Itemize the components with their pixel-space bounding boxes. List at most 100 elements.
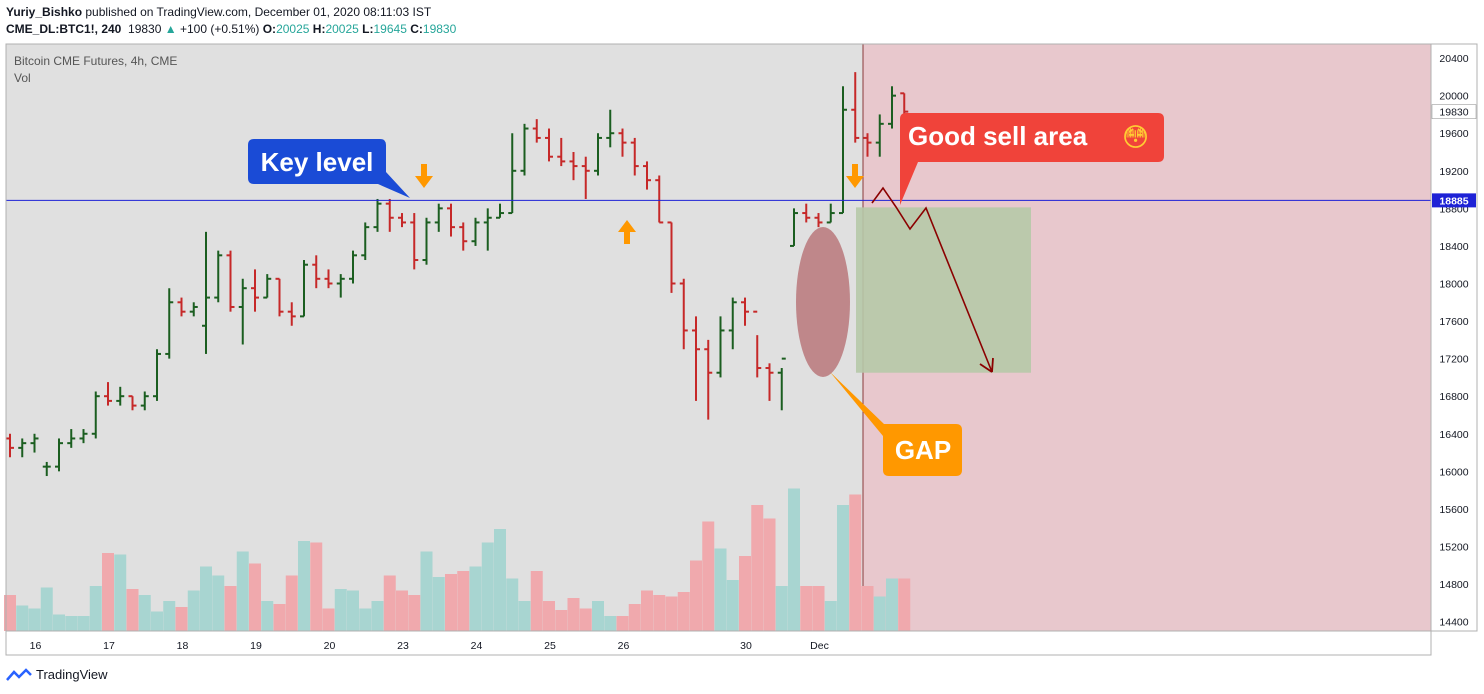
- high-label: H:: [312, 22, 326, 36]
- footer-brand-text: TradingView: [36, 667, 108, 682]
- gap-ellipse[interactable]: [796, 227, 850, 377]
- time-axis-ticks: 16 17 18 19 20 23 24 25 26 30 Dec: [30, 640, 829, 652]
- ohlc-bar: [704, 339, 713, 420]
- tradingview-logo-icon: [6, 667, 32, 681]
- volume-bar: [102, 553, 114, 631]
- ohlc-bar: [398, 213, 406, 228]
- volume-legend: Vol: [14, 71, 31, 85]
- ohlc-bar: [251, 269, 259, 312]
- ohlc-bar: [655, 175, 664, 224]
- ohlc-bar: [679, 278, 688, 350]
- volume-bar: [249, 563, 261, 631]
- current-price-tag: [1431, 104, 1477, 119]
- flushed-face-icon: 😳: [1122, 123, 1149, 153]
- author-name[interactable]: Yuriy_Bishko: [6, 5, 83, 19]
- ohlc-bar: [324, 269, 333, 289]
- volume-bar: [212, 575, 225, 631]
- ohlc-bar: [667, 221, 676, 293]
- gap-callout[interactable]: GAP: [830, 372, 962, 476]
- low-value: 19645: [373, 22, 407, 36]
- ohlc-bar: [422, 217, 431, 265]
- time-tick-label: 30: [740, 640, 752, 652]
- volume-bar: [371, 601, 384, 631]
- ohlc-bar: [202, 231, 210, 354]
- price-tick-label: 20000: [1439, 91, 1468, 103]
- ohlc-bar: [851, 72, 860, 143]
- price-tick-label: 15600: [1439, 504, 1468, 516]
- price-tick-label: 16800: [1439, 391, 1468, 403]
- volume-bar: [579, 608, 592, 631]
- volume-bar: [469, 566, 482, 631]
- volume-bar: [653, 595, 666, 631]
- volume-bar: [236, 551, 249, 631]
- volume-bar: [322, 608, 335, 631]
- volume-bar: [187, 590, 200, 631]
- volume-bar: [726, 580, 739, 631]
- change-up-icon: ▲: [164, 22, 177, 36]
- ohlc-bar: [189, 302, 198, 317]
- ohlc-bar: [349, 250, 357, 284]
- ohlc-bar: [153, 349, 161, 401]
- ohlc-bar: [287, 302, 296, 326]
- key-level-price-tag: [1432, 193, 1476, 208]
- high-value: 20025: [325, 22, 359, 36]
- ohlc-bar: [336, 274, 345, 298]
- price-axis[interactable]: [1430, 43, 1478, 632]
- time-tick-label: Dec: [810, 640, 829, 652]
- volume-bar: [138, 595, 151, 631]
- volume-bar: [641, 590, 653, 631]
- publish-info: Yuriy_Bishko published on TradingView.co…: [6, 5, 431, 19]
- good-sell-callout[interactable]: Good sell area 😳: [900, 113, 1164, 205]
- volume-bar: [114, 554, 127, 631]
- ohlc-bar: [91, 391, 100, 439]
- time-axis[interactable]: [5, 630, 1432, 656]
- ohlc-bar: [728, 297, 737, 350]
- arrow-down-icon: [846, 164, 864, 188]
- volume-bar: [800, 586, 813, 631]
- footer-brand[interactable]: TradingView: [6, 667, 108, 682]
- ohlc-bar: [55, 438, 63, 472]
- volume-layer: [4, 488, 911, 631]
- volume-bar: [224, 586, 237, 631]
- volume-bar: [788, 488, 800, 631]
- volume-bar: [445, 574, 457, 631]
- ohlc-bar: [826, 203, 835, 224]
- volume-bar: [518, 601, 531, 631]
- volume-bar: [261, 601, 274, 631]
- ohlc-bar: [67, 429, 76, 448]
- ohlc-bar: [692, 316, 700, 401]
- published-text: published on TradingView.com, December 0…: [85, 5, 432, 19]
- ohlc-bar: [226, 250, 235, 312]
- ohlc-bar: [300, 260, 308, 318]
- volume-bar: [53, 614, 65, 631]
- ohlc-bar: [434, 203, 443, 232]
- ohlc-bar: [594, 133, 602, 176]
- ohlc-bar: [18, 438, 27, 458]
- volume-bar: [543, 601, 555, 631]
- last-price: 19830: [128, 22, 162, 36]
- take-profit-zone: [856, 207, 1031, 373]
- time-tick-label: 17: [103, 640, 115, 652]
- volume-bar: [432, 577, 445, 631]
- volume-bar: [457, 571, 470, 631]
- ohlc-bar: [496, 203, 504, 219]
- time-tick-label: 20: [324, 640, 336, 652]
- key-level-price-text: 18885: [1439, 195, 1468, 207]
- price-axis-ticks: 2040020000196001920018800184001800017600…: [1439, 53, 1468, 629]
- volume-bar: [702, 521, 715, 631]
- volume-bar: [200, 566, 212, 631]
- key-level-callout-text: Key level: [261, 147, 374, 177]
- price-tick-label: 17600: [1439, 316, 1468, 328]
- volume-bar: [494, 529, 506, 631]
- price-tick-label: 16400: [1439, 429, 1468, 441]
- symbol-label: CME_DL:BTC1!, 240: [6, 22, 122, 36]
- ohlc-bars: [6, 72, 909, 477]
- projection-path[interactable]: [871, 186, 993, 373]
- volume-bar: [334, 589, 347, 631]
- ohlc-bar: [447, 203, 455, 237]
- key-level-callout[interactable]: Key level: [248, 139, 410, 198]
- gap-callout-text: GAP: [895, 435, 951, 465]
- ohlc-bar: [618, 128, 627, 157]
- volume-bar: [396, 590, 408, 631]
